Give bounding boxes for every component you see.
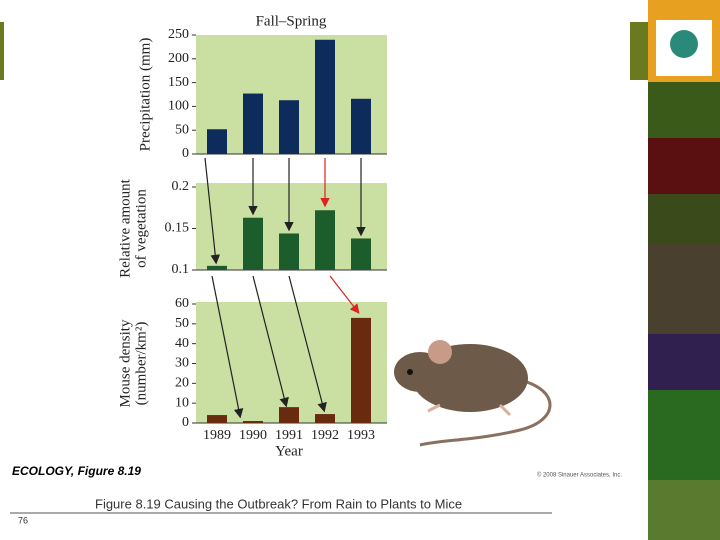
y-axis-label: Precipitation (mm) <box>137 38 153 152</box>
bar <box>279 100 299 154</box>
bar <box>315 210 335 270</box>
bar <box>207 129 227 154</box>
y-tick-label: 50 <box>175 316 189 331</box>
y-tick-label: 0.15 <box>165 221 190 236</box>
y-tick-label: 10 <box>175 395 189 410</box>
bar <box>207 265 227 270</box>
y-tick-label: 150 <box>168 75 189 90</box>
y-tick-label: 20 <box>175 376 189 391</box>
y-tick-label: 0 <box>182 146 189 161</box>
y-tick-label: 0.1 <box>172 262 190 277</box>
bar <box>243 217 263 270</box>
y-tick-label: 100 <box>168 99 189 114</box>
y-tick-label: 200 <box>168 51 189 66</box>
y-axis-label: Relative amount <box>117 178 133 278</box>
bar <box>315 39 335 155</box>
arrows <box>204 157 366 419</box>
bar <box>351 98 371 154</box>
y-tick-label: 40 <box>175 336 189 351</box>
caption: Figure 8.19 Causing the Outbreak? From R… <box>95 496 462 511</box>
y-tick-label: 250 <box>168 27 189 42</box>
y-tick-label: 0 <box>182 415 189 430</box>
chart-title: Fall–Spring <box>256 13 327 29</box>
x-tick-label: 1990 <box>239 428 267 443</box>
mouse-illustration <box>394 340 552 447</box>
x-axis-label: Year <box>275 443 303 459</box>
y-axis-label: Mouse density <box>117 319 133 407</box>
accent-bar <box>630 22 648 80</box>
x-tick-label: 1993 <box>347 428 375 443</box>
bar <box>351 317 371 423</box>
y-tick-label: 60 <box>175 296 189 311</box>
x-tick-label: 1991 <box>275 428 303 443</box>
bar <box>279 233 299 270</box>
bar <box>279 407 299 423</box>
x-tick-label: 1992 <box>311 428 339 443</box>
bar <box>243 93 263 154</box>
bar <box>207 415 227 423</box>
y-axis-label: of vegetation <box>133 189 149 268</box>
y-tick-label: 30 <box>175 356 189 371</box>
y-tick-label: 50 <box>175 122 189 137</box>
y-axis-label: (number/km²) <box>133 322 149 406</box>
accent-bar <box>0 22 4 80</box>
bar <box>351 238 371 270</box>
page-number: 76 <box>18 515 28 525</box>
copyright: © 2008 Sinauer Associates, Inc. <box>537 472 622 479</box>
photo-strip <box>648 0 720 540</box>
bar <box>315 414 335 423</box>
y-tick-label: 0.2 <box>172 179 190 194</box>
bar <box>243 421 263 423</box>
figure-credit: ECOLOGY, Figure 8.19 <box>12 464 141 478</box>
x-tick-label: 1989 <box>203 428 231 443</box>
